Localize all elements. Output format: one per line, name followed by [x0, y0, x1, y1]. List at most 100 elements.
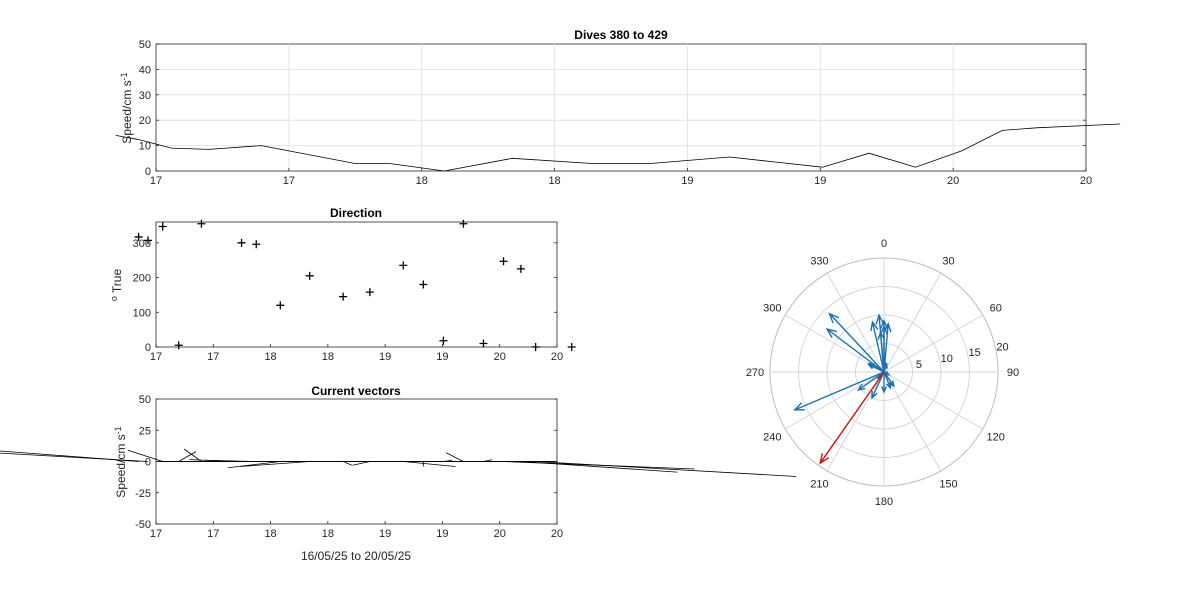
compass-vector-shaft [868, 363, 885, 373]
current-vector [240, 461, 310, 467]
y-tick-label: 25 [139, 425, 151, 437]
direction-point [174, 341, 183, 350]
y-tick-label: 50 [139, 394, 151, 406]
current-vector [445, 452, 464, 462]
compass-vector-shaft [829, 313, 885, 373]
x-tick-label: 17 [207, 528, 219, 540]
x-tick-label: 20 [1080, 175, 1092, 187]
theta-tick-label: 330 [810, 255, 828, 267]
speed-title: Dives 380 to 429 [574, 28, 668, 42]
x-tick-label: 17 [283, 175, 295, 187]
x-tick-label: 17 [150, 528, 162, 540]
current-vector [352, 461, 370, 466]
direction-point [158, 222, 167, 231]
current-vector [443, 459, 453, 462]
y-tick-label: -25 [135, 488, 151, 500]
direction-point [143, 236, 152, 245]
x-tick-label: 19 [814, 175, 826, 187]
direction-point [439, 336, 448, 345]
current-vector [403, 461, 456, 467]
mean-vector [819, 371, 885, 465]
y-tick-label: 0 [145, 342, 151, 354]
theta-tick-label: 240 [763, 432, 781, 444]
theta-tick-label: 60 [990, 303, 1002, 315]
y-tick-label: 50 [139, 39, 151, 51]
direction-point [419, 280, 428, 289]
compass-vector-shaft [871, 321, 885, 373]
compass-vector [793, 371, 885, 411]
compass-vector-shaft [883, 371, 892, 389]
compass-vector [825, 328, 885, 373]
direction-point [305, 271, 314, 280]
direction-axes-box [155, 221, 558, 348]
speed-panel: 17 17 18 18 19 19 20 20 0 10 20 30 40 50 Dives 380 to… [115, 28, 1121, 187]
x-tick-label: 17 [150, 351, 162, 363]
compass-vector-head [825, 328, 837, 339]
compass-vector [880, 324, 888, 372]
vectors-panel: 17 17 18 18 19 19 20 20 -50 -25 0 25 50 Current vect… [0, 384, 797, 563]
current-vector [127, 449, 163, 462]
compass-vector [870, 320, 885, 373]
theta-tick-label: 0 [881, 238, 887, 250]
y-tick-label: 200 [133, 273, 151, 285]
compass-vector-head [879, 318, 889, 330]
current-vector [183, 448, 202, 462]
compass-vector-head [856, 383, 866, 392]
current-vector [520, 461, 678, 473]
x-tick-label: 20 [494, 351, 506, 363]
mean-vector-head [819, 453, 830, 465]
direction-point [276, 301, 285, 310]
current-vector [483, 459, 493, 462]
x-tick-label: 19 [379, 351, 391, 363]
compass-vector-head [875, 313, 885, 325]
y-tick-label: 0 [145, 166, 151, 178]
theta-tick-label: 150 [939, 479, 957, 491]
y-tick-label: 30 [139, 90, 151, 102]
compass-vector-head [870, 320, 879, 332]
r-tick-label: 15 [969, 347, 981, 359]
direction-point [237, 238, 246, 247]
theta-tick-label: 90 [1007, 367, 1019, 379]
compass-vector [883, 371, 892, 390]
compass-vector-head [877, 330, 885, 341]
r-tick-label: 5 [916, 359, 922, 371]
vectors-title: Current vectors [311, 384, 401, 398]
theta-tick-label: 30 [942, 255, 954, 267]
direction-point [567, 343, 576, 351]
r-tick-label: 20 [996, 341, 1008, 353]
current-vector [0, 452, 149, 462]
compass-vector-head [881, 386, 887, 394]
compass-vector-shaft [826, 328, 885, 373]
x-tick-label: 19 [436, 528, 448, 540]
polar-panel: 0 30 60 90 120 150 180 210 240 270 300 330 5 10 15 20 [746, 238, 1019, 508]
x-tick-label: 17 [207, 351, 219, 363]
direction-point [365, 288, 374, 297]
compass-vector-head [885, 382, 892, 390]
compass-vector-head [828, 312, 839, 324]
vectors-ylabel: Speed/cm s-1 [113, 426, 128, 497]
direction-point [499, 257, 508, 266]
y-tick-label: 20 [139, 115, 151, 127]
x-tick-label: 20 [494, 528, 506, 540]
r-tick-label: 10 [941, 353, 953, 365]
direction-point [459, 219, 468, 228]
direction-point [134, 232, 143, 241]
current-vector [204, 459, 257, 462]
compass-vector [828, 312, 885, 373]
x-tick-label: 18 [548, 175, 560, 187]
compass-vector-head [871, 390, 878, 400]
y-tick-label: -50 [135, 519, 151, 531]
x-tick-label: 20 [551, 351, 563, 363]
x-tick-label: 19 [379, 528, 391, 540]
y-tick-label: 40 [139, 64, 151, 76]
y-tick-label: 100 [133, 307, 151, 319]
theta-tick-label: 300 [763, 303, 781, 315]
current-vector [228, 461, 281, 469]
current-vector [178, 451, 197, 462]
compass-vector-head [793, 402, 805, 411]
vectors-xlabel: 16/05/25 to 20/05/25 [301, 549, 411, 563]
x-tick-label: 18 [416, 175, 428, 187]
x-tick-label: 20 [551, 528, 563, 540]
